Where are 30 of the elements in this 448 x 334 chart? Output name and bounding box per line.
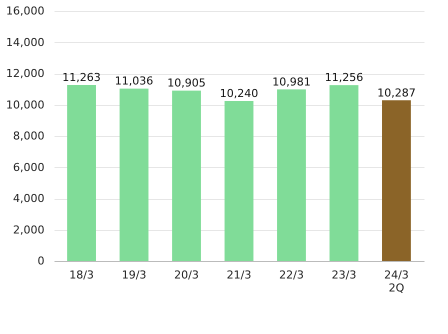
bar	[120, 88, 148, 261]
y-tick-label: 12,000	[6, 67, 44, 80]
x-tick-label: 21/3	[226, 268, 252, 282]
y-tick-label: 16,000	[6, 4, 44, 18]
bar	[172, 90, 201, 261]
bar	[67, 85, 96, 261]
y-tick-label: 10,000	[6, 98, 44, 112]
y-tick-label: 6,000	[13, 160, 44, 174]
x-tick-label: 19/3	[122, 268, 146, 282]
y-tick-label: 4,000	[13, 192, 44, 205]
x-tick-label: 22/3	[279, 268, 304, 282]
y-tick-label: 0	[38, 254, 44, 268]
data-label: 10,240	[220, 87, 258, 100]
data-label: 11,256	[324, 71, 364, 84]
y-tick-label: 2,000	[13, 223, 44, 236]
x-tick-label: 23/3	[332, 268, 356, 282]
x-tick-label: 20/3	[174, 268, 199, 282]
x-tick-label: 18/3	[69, 268, 94, 282]
data-label: 11,263	[62, 71, 101, 84]
bar	[382, 100, 411, 261]
bar	[330, 85, 358, 261]
bar	[277, 89, 306, 261]
x-tick-label: 24/3 2Q	[384, 268, 409, 294]
data-label: 10,981	[272, 75, 311, 88]
data-label: 10,287	[377, 86, 416, 100]
y-tick-label: 14,000	[6, 36, 44, 49]
data-label: 10,905	[167, 76, 206, 90]
bar	[224, 101, 254, 261]
y-tick-label: 8,000	[13, 130, 44, 142]
data-label: 11,036	[114, 74, 154, 88]
